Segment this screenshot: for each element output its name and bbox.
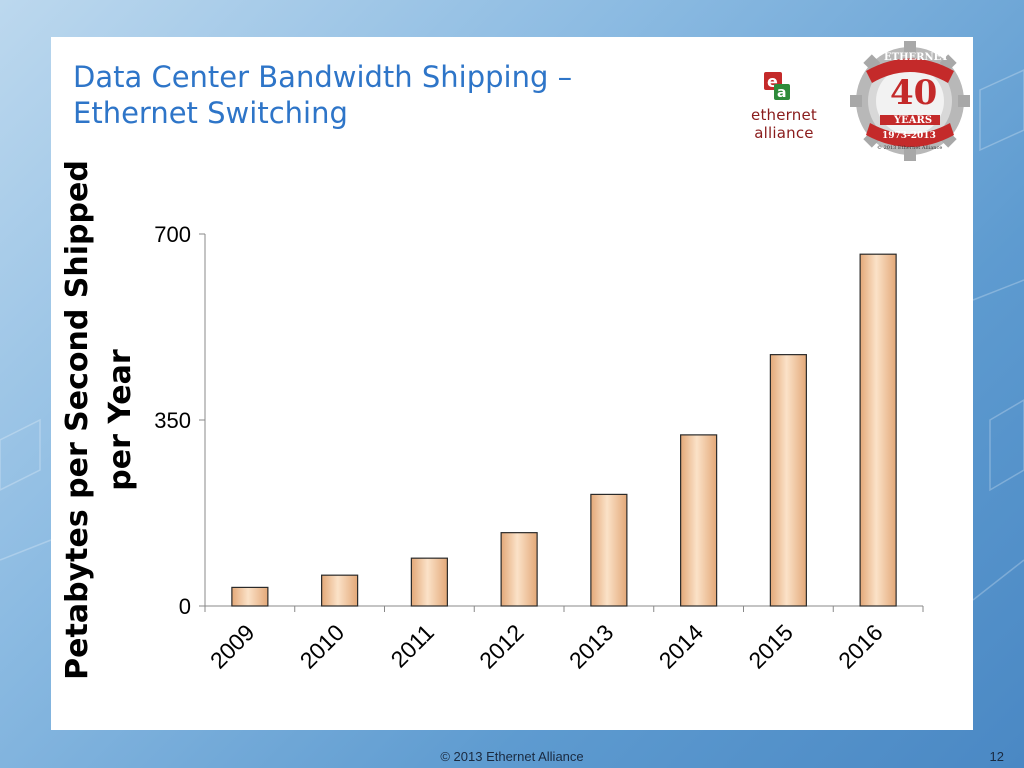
x-tick-label-2015: 2015 — [743, 619, 798, 674]
bar-2014 — [680, 434, 718, 607]
bar-2011 — [410, 557, 448, 607]
badge-range-text: 1973-2013 — [882, 131, 936, 141]
footer: © 2013 Ethernet Alliance 12 — [0, 748, 1024, 768]
bar-chart: Petabytes per Second Shipped per Year 0 35… — [60, 160, 924, 680]
x-tick-label-2013: 2013 — [564, 619, 619, 674]
x-tick-label-2009: 2009 — [205, 619, 260, 674]
y-tick-label: 350 — [154, 408, 191, 433]
slide-title-line-2: Ethernet Switching — [73, 96, 348, 130]
badge-years-text: YEARS — [894, 115, 933, 126]
svg-text:a: a — [777, 85, 786, 101]
gear-badge-icon — [850, 41, 970, 161]
slide-canvas: Data Center Bandwidth Shipping – Etherne… — [51, 37, 973, 730]
x-tick-label-2014: 2014 — [654, 619, 709, 674]
badge-copyright-text: © 2013 Ethernet Alliance — [877, 145, 943, 151]
x-tick-label-2010: 2010 — [295, 619, 350, 674]
bar-2012 — [500, 532, 538, 607]
x-tick-label-2012: 2012 — [474, 619, 529, 674]
y-axis-label-line-2: per Year — [103, 349, 138, 491]
svg-text:e: e — [767, 72, 778, 91]
bars — [231, 253, 897, 607]
y-ticks: 0 350 700 — [154, 222, 205, 619]
page-number: 12 — [989, 749, 1004, 764]
ea-monogram-icon: e a — [764, 72, 790, 101]
bar-2009 — [231, 586, 269, 607]
slide-title-line-1: Data Center Bandwidth Shipping – — [73, 60, 573, 94]
ea-brand-name: ethernet alliance — [751, 106, 817, 142]
slide-title: Data Center Bandwidth Shipping – Etherne… — [73, 59, 673, 131]
x-tick-label-2011: 2011 — [386, 619, 439, 672]
x-ticks: 2009 2010 2011 2012 2013 2014 2015 2016 — [204, 606, 924, 674]
badge-number: 40 — [890, 73, 938, 113]
ethernet-40-years-badge: ETHERNET 40 YEARS 1973-2013 © 2013 Ether… — [850, 41, 970, 161]
bar-2016 — [859, 253, 897, 607]
bar-2013 — [590, 493, 628, 607]
ethernet-alliance-logo: e a ethernet alliance — [719, 70, 849, 142]
x-tick-label-2016: 2016 — [833, 619, 888, 674]
y-axis-label: Petabytes per Second Shipped per Year — [60, 160, 138, 680]
y-tick-label: 0 — [179, 594, 191, 619]
y-tick-label: 700 — [154, 222, 191, 247]
footer-copyright: © 2013 Ethernet Alliance — [440, 749, 584, 764]
y-axis-label-line-1: Petabytes per Second Shipped — [60, 160, 95, 680]
badge-top-text: ETHERNET — [884, 52, 949, 63]
bar-2015 — [769, 354, 807, 607]
bar-2010 — [321, 574, 359, 607]
